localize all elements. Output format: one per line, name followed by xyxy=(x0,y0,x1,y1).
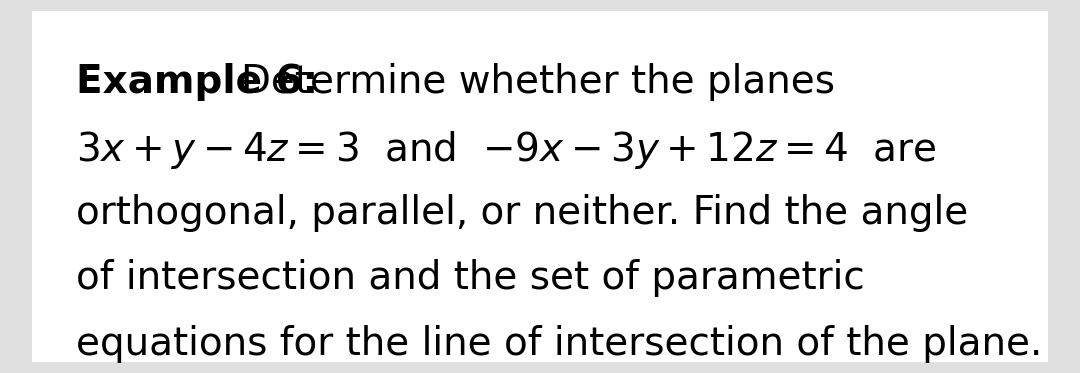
Text: of intersection and the set of parametric: of intersection and the set of parametri… xyxy=(76,259,864,297)
Text: orthogonal, parallel, or neither. Find the angle: orthogonal, parallel, or neither. Find t… xyxy=(76,194,968,232)
Text: Determine whether the planes: Determine whether the planes xyxy=(241,63,835,101)
FancyBboxPatch shape xyxy=(32,11,1048,362)
Text: equations for the line of intersection of the plane.: equations for the line of intersection o… xyxy=(76,325,1042,363)
Text: $3x + y - 4z = 3$  and  $-9x - 3y + 12z = 4$  are: $3x + y - 4z = 3$ and $-9x - 3y + 12z = … xyxy=(76,129,936,171)
Text: Example 6:: Example 6: xyxy=(76,63,318,101)
